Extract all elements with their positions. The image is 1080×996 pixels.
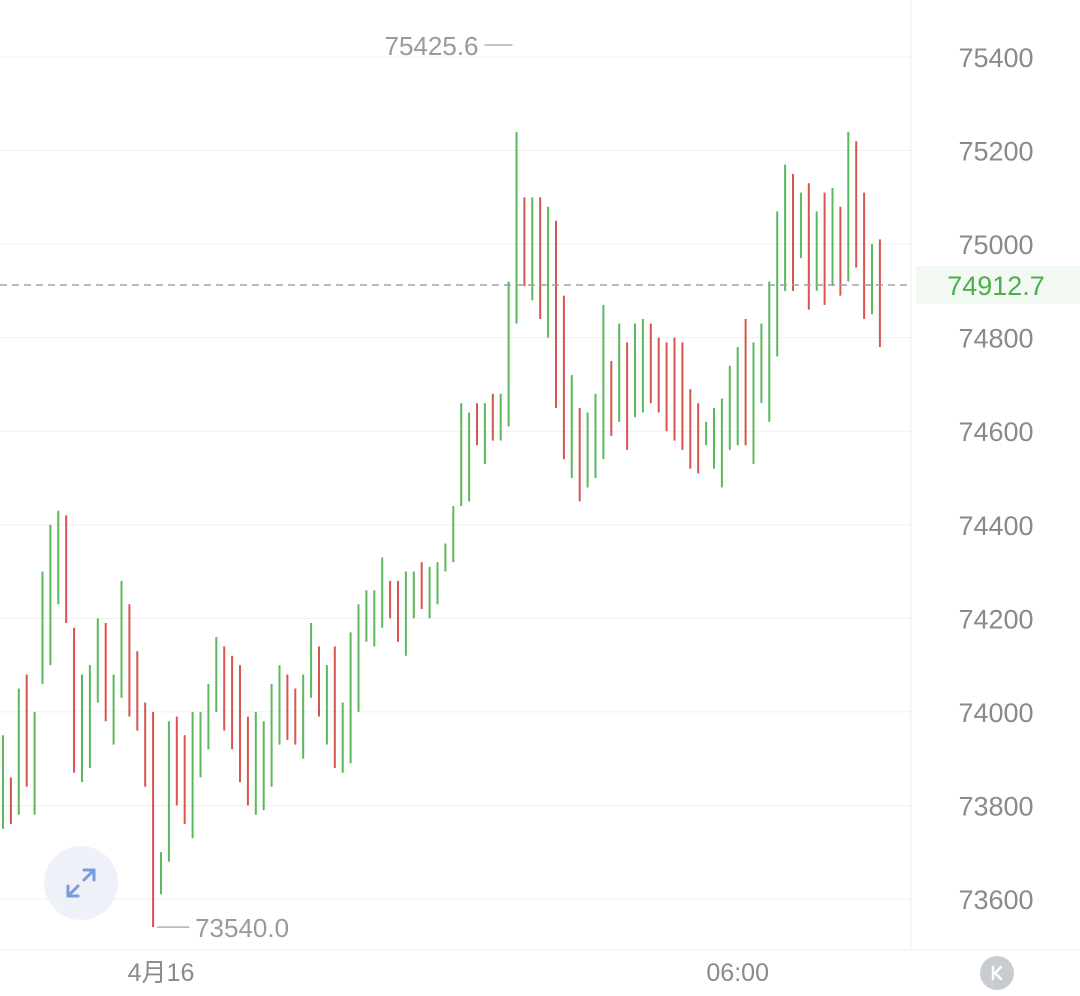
grid [0, 0, 1080, 951]
y-tick-label: 74800 [958, 324, 1033, 354]
y-tick-label: 75000 [958, 230, 1033, 260]
y-tick-label: 74400 [958, 511, 1033, 541]
expand-chart-button[interactable] [44, 846, 118, 920]
y-tick-label: 73600 [958, 885, 1033, 915]
current-price-badge [916, 265, 1080, 304]
skip-back-icon [991, 965, 1003, 981]
max-price-label: 75425.6 [385, 31, 479, 61]
y-tick-label: 73800 [958, 791, 1033, 821]
labels: 75400 75200 75000 74800 74600 74400 74200 74000… [0, 31, 1080, 987]
min-price-label: 73540.0 [195, 913, 289, 943]
bars [2, 131, 881, 928]
x-tick-label: 06:00 [706, 959, 769, 987]
y-tick-label: 74200 [958, 604, 1033, 634]
y-tick-label: 74600 [958, 417, 1033, 447]
y-tick-label: 74000 [958, 698, 1033, 728]
y-tick-label: 75400 [958, 43, 1033, 73]
expand-icon [66, 868, 96, 898]
y-tick-label: 75200 [958, 137, 1033, 167]
current-price-label: 74912.7 [947, 271, 1045, 301]
x-tick-label: 4月16 [128, 959, 195, 987]
scroll-to-start-button[interactable] [980, 956, 1014, 990]
